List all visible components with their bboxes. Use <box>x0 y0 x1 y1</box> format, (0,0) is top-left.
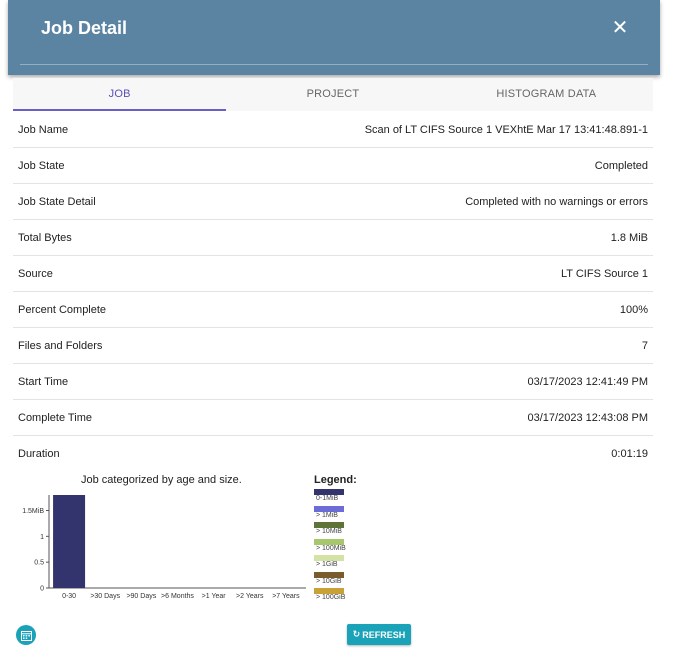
refresh-button[interactable]: ↻ REFRESH <box>347 624 411 645</box>
tab-bar: JOB PROJECT HISTOGRAM DATA <box>13 78 653 111</box>
x-tick-label: >6 Months <box>161 593 194 600</box>
y-tick-label: 0 <box>40 586 44 593</box>
row-job-name: Job Name Scan of LT CIFS Source 1 VEXhtE… <box>13 112 653 148</box>
x-tick-label: >30 Days <box>90 593 120 600</box>
chart-legend: Legend: 0-1MiB > 1MiB > 10MiB > 100MiB > 1Gi… <box>314 474 374 604</box>
legend-label: 0-1MiB <box>316 495 339 502</box>
legend-item: > 1GiB <box>314 555 374 572</box>
row-value: 100% <box>619 303 648 316</box>
legend-item: > 10MiB <box>314 522 374 539</box>
legend-item: 0-1MiB <box>314 489 374 506</box>
legend-swatch <box>314 522 344 528</box>
job-detail-list: Job Name Scan of LT CIFS Source 1 VEXhtE… <box>13 112 653 472</box>
legend-title: Legend: <box>314 474 357 486</box>
legend-item: > 100MiB <box>314 538 374 556</box>
row-percent-complete: Percent Complete 100% <box>13 292 653 328</box>
row-files-and-folders: Files and Folders 7 <box>13 328 653 364</box>
row-value: Scan of LT CIFS Source 1 VEXhtE Mar 17 1… <box>364 123 648 136</box>
y-tick-label: 1.5MiB <box>22 508 44 515</box>
refresh-icon: ↻ <box>352 629 361 639</box>
row-label: Job State Detail <box>18 195 96 208</box>
tab-project[interactable]: PROJECT <box>306 88 360 100</box>
legend-label: > 1MiB <box>316 511 338 519</box>
row-label: Start Time <box>18 375 69 388</box>
row-label: Job State <box>18 159 65 172</box>
row-source: Source LT CIFS Source 1 <box>13 256 653 292</box>
row-value: 7 <box>641 339 648 352</box>
row-value: 0:01:19 <box>611 448 648 460</box>
row-start-time: Start Time 03/17/2023 12:41:49 PM <box>13 364 653 400</box>
tab-job[interactable]: JOB <box>13 78 227 111</box>
x-tick-label: >2 Years <box>236 593 264 600</box>
calendar-glyph <box>20 630 32 641</box>
refresh-label: REFRESH <box>362 629 406 640</box>
legend-label: > 100GiB <box>316 594 346 601</box>
close-icon[interactable]: ✕ <box>611 17 629 39</box>
x-tick-label: 0-30 <box>62 593 76 600</box>
legend-swatch <box>314 489 344 495</box>
legend-label: > 10GiB <box>316 577 342 585</box>
chart-bar <box>53 495 86 588</box>
row-label: Percent Complete <box>18 303 107 316</box>
row-value: 1.8 MiB <box>610 231 648 244</box>
dialog-title: Job Detail <box>41 18 128 38</box>
x-tick-label: >7 Years <box>272 593 300 600</box>
chart-title: Job categorized by age and size. <box>81 474 242 486</box>
row-label: Total Bytes <box>18 231 72 244</box>
y-tick-label: 0.5 <box>34 560 44 567</box>
y-tick-label: 1 <box>40 534 44 541</box>
row-job-state-detail: Job State Detail Completed with no warni… <box>13 184 653 220</box>
legend-label: > 10MiB <box>316 528 342 535</box>
legend-swatch <box>314 538 344 545</box>
row-value: 03/17/2023 12:41:49 PM <box>527 375 648 388</box>
x-tick-label: >1 Year <box>202 593 227 600</box>
tab-histogram-data[interactable]: HISTOGRAM DATA <box>496 88 597 100</box>
row-label: Files and Folders <box>18 339 103 352</box>
legend-label: > 1GiB <box>316 561 338 568</box>
legend-item: > 10GiB <box>314 571 374 589</box>
row-total-bytes: Total Bytes 1.8 MiB <box>13 220 653 256</box>
chart-canvas: 0 0.5 1 1.5MiB 0-30 >30 Days >90 Days >6 Months… <box>22 495 306 600</box>
row-duration: Duration 0:01:19 <box>13 436 653 472</box>
legend-item: > 100GiB <box>314 588 374 605</box>
row-value: 03/17/2023 12:43:08 PM <box>527 411 648 424</box>
legend-swatch <box>314 571 344 578</box>
row-label: Complete Time <box>18 411 92 424</box>
age-size-chart: Job categorized by age and size. 0 0.5 1 1.… <box>13 470 313 605</box>
row-value: LT CIFS Source 1 <box>560 267 648 280</box>
dialog-header: Job Detail ✕ <box>8 0 660 75</box>
row-label: Duration <box>18 448 60 460</box>
legend-swatch <box>314 505 344 512</box>
row-value: Completed <box>594 159 648 172</box>
legend-label: > 100MiB <box>316 544 346 552</box>
row-job-state: Job State Completed <box>13 148 653 184</box>
row-value: Completed with no warnings or errors <box>465 195 648 208</box>
legend-swatch <box>314 588 344 594</box>
legend-swatch <box>314 555 344 561</box>
legend-item: > 1MiB <box>314 505 374 523</box>
legend-items: 0-1MiB > 1MiB > 10MiB > 100MiB > 1GiB > 10GiB… <box>314 489 374 605</box>
x-tick-label: >90 Days <box>126 593 156 600</box>
header-divider <box>20 64 648 65</box>
row-label: Source <box>18 267 53 280</box>
row-complete-time: Complete Time 03/17/2023 12:43:08 PM <box>13 400 653 436</box>
row-label: Job Name <box>18 123 69 136</box>
calendar-icon[interactable] <box>16 625 36 645</box>
